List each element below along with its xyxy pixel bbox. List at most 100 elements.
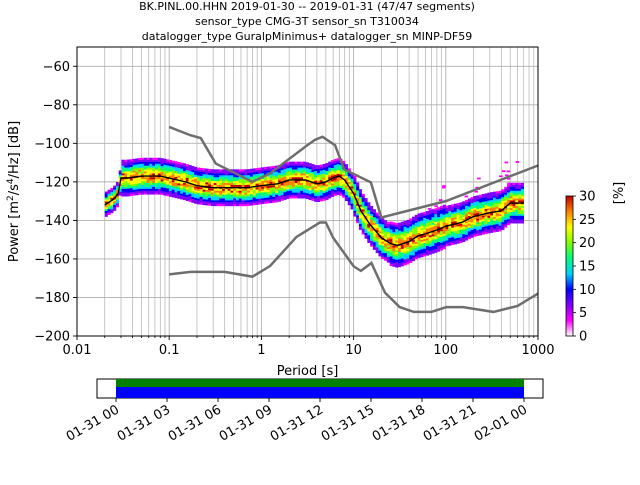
heatmap-cell [431, 209, 435, 212]
new-low-noise-model [169, 221, 539, 314]
heatmap-cell [300, 163, 304, 166]
heatmap-cell [188, 184, 192, 187]
heatmap-cell [163, 181, 167, 185]
heatmap-cell [495, 197, 499, 200]
heatmap-cell [127, 169, 131, 172]
heatmap-cell [378, 250, 382, 253]
heatmap-cell [143, 173, 147, 176]
heatmap-cell [191, 181, 195, 184]
heatmap-cell [437, 226, 441, 229]
heatmap-cell [127, 186, 131, 189]
heatmap-cell [258, 202, 262, 205]
heatmap-cell [367, 236, 371, 240]
heatmap-cell [336, 189, 340, 192]
heatmap-cell [347, 193, 351, 196]
heatmap-cell [398, 255, 402, 258]
heatmap-cell [411, 253, 416, 256]
heatmap-cell [364, 234, 368, 237]
heatmap-cell [241, 196, 245, 199]
heatmap-cell [263, 188, 268, 191]
heatmap-cell [205, 187, 209, 190]
heatmap-cell [411, 216, 416, 219]
heatmap-cell [263, 195, 268, 198]
heatmap-cell [439, 225, 444, 228]
heatmap-cell [252, 170, 256, 173]
heatmap-cell [294, 192, 298, 195]
heatmap-cell [342, 160, 346, 163]
heatmap-cell [182, 171, 187, 174]
x-axis-label: Period [s] [277, 364, 339, 379]
heatmap-cell [358, 189, 363, 192]
heatmap-cell [406, 237, 410, 240]
heatmap-cell [244, 182, 248, 185]
heatmap-cell [333, 166, 337, 169]
heatmap-cell [188, 180, 192, 183]
heatmap-cell [277, 195, 282, 198]
heatmap-cell [205, 203, 209, 206]
heatmap-cell [149, 173, 153, 176]
heatmap-cell [135, 185, 139, 188]
heatmap-cell [325, 170, 329, 173]
heatmap-cell [509, 192, 513, 195]
heatmap-cell [414, 228, 418, 231]
heatmap-cell [423, 225, 427, 228]
heatmap-cell [437, 241, 441, 244]
heatmap-cell [149, 167, 153, 170]
heatmap-cell [465, 203, 469, 206]
heatmap-cell [250, 178, 254, 181]
heatmap-cell [319, 179, 323, 183]
heatmap-cell [311, 185, 315, 188]
heatmap-cell [389, 258, 393, 261]
heatmap-cell [331, 189, 335, 192]
heatmap-cell [400, 244, 404, 247]
heatmap-cell [445, 240, 449, 243]
heatmap-cell [283, 170, 287, 173]
y-axis-label-part: /s [7, 184, 22, 195]
heatmap-cell [423, 231, 427, 234]
heatmap-cell [350, 180, 354, 183]
heatmap-cell [375, 233, 379, 236]
heatmap-cell [322, 175, 326, 178]
heatmap-cell [484, 210, 488, 213]
heatmap-cell [470, 212, 474, 215]
y-tick-label: −120 [34, 175, 70, 190]
heatmap-cell [222, 182, 226, 185]
heatmap-cell [155, 188, 159, 191]
heatmap-cell [378, 225, 382, 228]
heatmap-cell [437, 247, 441, 250]
heatmap-cell [414, 224, 418, 227]
heatmap-cell [400, 221, 404, 224]
heatmap-cell [236, 169, 240, 172]
heatmap-cell [417, 224, 421, 228]
heatmap-cell [241, 204, 245, 207]
heatmap-cell [230, 188, 234, 191]
heatmap-cell [308, 172, 312, 175]
heatmap-cell [428, 210, 432, 213]
heatmap-cell [174, 186, 178, 189]
heatmap-cell [219, 192, 223, 195]
heatmap-cell [233, 202, 237, 205]
heatmap-cell [364, 223, 368, 226]
heatmap-cell [166, 186, 170, 189]
heatmap-cell [294, 175, 298, 178]
heatmap-cell [283, 197, 287, 200]
heatmap-cell [409, 247, 413, 250]
heatmap-cell [280, 167, 284, 170]
heatmap-cell [437, 230, 441, 233]
heatmap-cell [311, 171, 315, 174]
heatmap-cell [127, 194, 131, 197]
heatmap-cell [333, 159, 337, 162]
heatmap-cell [233, 169, 237, 172]
heatmap-cell [317, 186, 321, 189]
heatmap-cell [191, 166, 195, 169]
heatmap-cell [255, 168, 259, 171]
heatmap-cell [420, 222, 424, 225]
heatmap-cell [336, 171, 340, 174]
heatmap-cell [199, 202, 203, 205]
heatmap-cell [222, 173, 226, 176]
heatmap-cell [490, 215, 494, 218]
heatmap-cell [261, 188, 265, 191]
heatmap-cell [356, 221, 360, 224]
heatmap-cell [347, 191, 351, 194]
heatmap-cell [182, 188, 187, 191]
